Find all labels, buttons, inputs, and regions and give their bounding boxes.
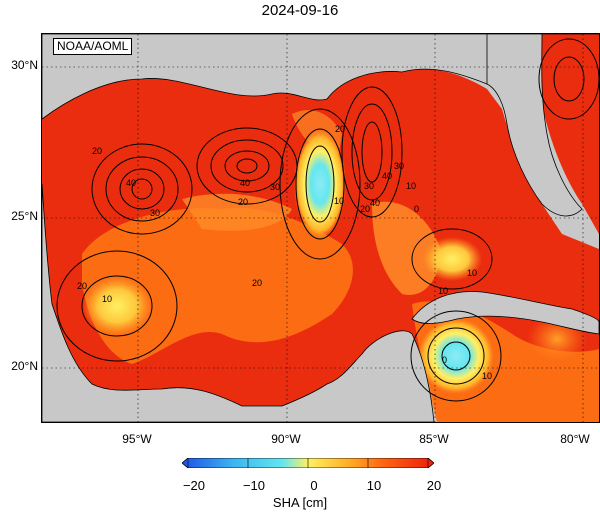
lon-label-80: 80°W <box>560 432 590 446</box>
warm-eddy-west <box>82 276 152 336</box>
contour-label: 0 <box>442 355 447 365</box>
contour-label: 30 <box>394 161 404 171</box>
contour-label: 40 <box>240 178 250 188</box>
colorbar-tick-label: −20 <box>182 478 206 493</box>
contour-ring <box>305 145 335 223</box>
lon-label-95: 95°W <box>122 432 152 446</box>
contour-ring <box>427 327 485 385</box>
contour-ring <box>56 250 178 362</box>
contour-label: 30 <box>364 181 374 191</box>
credit-label: NOAA/AOML <box>53 38 133 55</box>
cold-eddy-central <box>294 129 346 239</box>
contour-ring <box>105 156 179 222</box>
cold-eddy-south <box>418 318 494 394</box>
contour-ring <box>295 128 345 240</box>
contour-ring <box>279 108 361 260</box>
contour-label: 20 <box>252 278 262 288</box>
colorbar <box>182 458 434 468</box>
contour-label: 30 <box>270 182 280 192</box>
lat-label-30: 30°N <box>11 58 38 72</box>
contour-label: 10 <box>467 268 477 278</box>
contour-ring <box>410 310 502 402</box>
contour-ring <box>538 38 599 120</box>
sha-field: 20 40 30 20 40 30 20 30 40 10 20 30 40 0… <box>42 34 599 422</box>
contour-label: 10 <box>406 181 416 191</box>
colorbar-tick-label: 0 <box>310 478 318 493</box>
contour-label: 10 <box>334 196 344 206</box>
colorbar-title: SHA [cm] <box>272 495 328 510</box>
contour-ring <box>131 178 153 200</box>
lat-label-20: 20°N <box>11 359 38 373</box>
contour-ring <box>224 150 270 182</box>
contour-label: 10 <box>438 286 448 296</box>
contour-ring <box>441 341 471 371</box>
contour-ring <box>411 228 493 290</box>
contour-ring <box>81 275 153 337</box>
atlantic-area <box>507 34 599 234</box>
contour-label: 40 <box>126 178 136 188</box>
orange-band-2 <box>182 193 292 231</box>
colorbar-tick-label: 10 <box>366 478 382 493</box>
lon-label-85: 85°W <box>419 432 449 446</box>
contour-ring <box>351 103 393 201</box>
contour-ring <box>341 86 403 218</box>
lon-label-90: 90°W <box>271 432 301 446</box>
contour-label: 30 <box>150 208 160 218</box>
contour-label: 20 <box>335 124 345 134</box>
contour-label: 40 <box>370 198 380 208</box>
florida-land <box>486 34 583 217</box>
mexico-land <box>42 183 435 422</box>
map-title: 2024-09-16 <box>261 2 339 19</box>
warm-eddy-east <box>422 237 482 281</box>
contour-ring <box>210 139 284 193</box>
contour-label: 10 <box>102 294 112 304</box>
sea-height-map: 20 40 30 20 40 30 20 30 40 10 20 30 40 0… <box>41 33 600 423</box>
contour-ring <box>553 56 585 102</box>
colorbar-tick-label: −10 <box>242 478 266 493</box>
contour-ring <box>91 143 193 235</box>
contour-label: 10 <box>482 371 492 381</box>
orange-band <box>82 208 353 364</box>
contour-ring <box>236 158 258 174</box>
lat-label-25: 25°N <box>11 209 38 223</box>
orange-band-3 <box>372 201 442 295</box>
colorbar-tick-label: 20 <box>426 478 442 493</box>
contour-label: 20 <box>92 146 102 156</box>
contour-label: 40 <box>382 171 392 181</box>
contour-label: 20 <box>360 204 370 214</box>
contour-label: 20 <box>77 281 87 291</box>
contour-ring <box>119 168 165 210</box>
contour-label: 0 <box>414 204 419 214</box>
contour-label: 20 <box>238 197 248 207</box>
contour-ring <box>361 121 383 183</box>
